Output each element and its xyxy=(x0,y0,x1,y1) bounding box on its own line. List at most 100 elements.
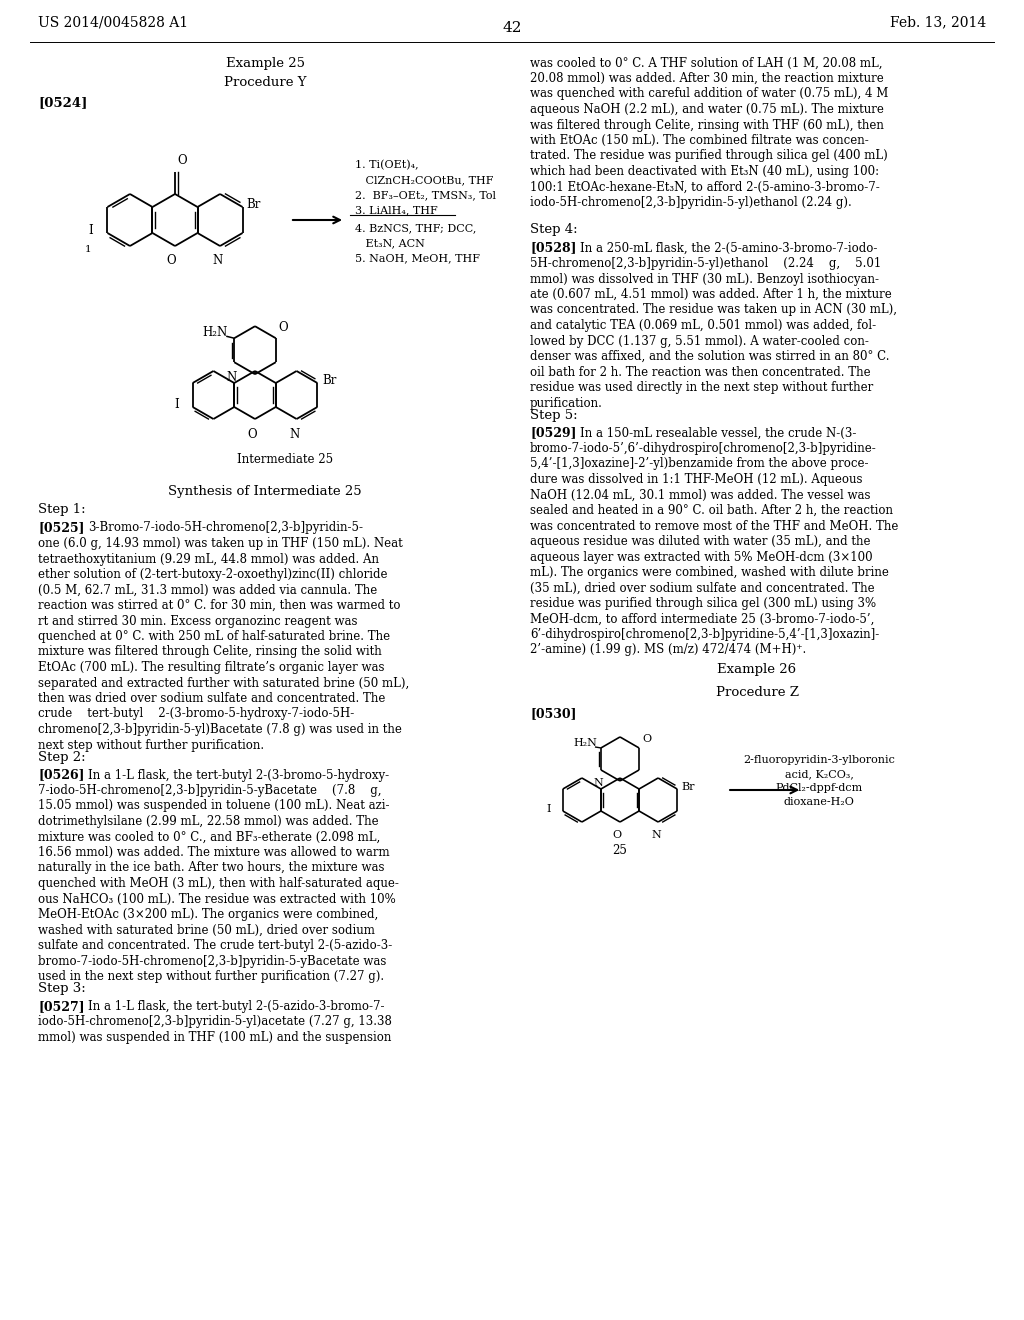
Text: N: N xyxy=(651,830,660,840)
Text: and catalytic TEA (0.069 mL, 0.501 mmol) was added, fol-: and catalytic TEA (0.069 mL, 0.501 mmol)… xyxy=(530,319,877,333)
Text: Et₃N, ACN: Et₃N, ACN xyxy=(355,238,425,248)
Text: 2’-amine) (1.99 g). MS (m/z) 472/474 (M+H)⁺.: 2’-amine) (1.99 g). MS (m/z) 472/474 (M+… xyxy=(530,644,806,656)
Text: MeOH-EtOAc (3×200 mL). The organics were combined,: MeOH-EtOAc (3×200 mL). The organics were… xyxy=(38,908,378,921)
Text: I: I xyxy=(547,804,551,814)
Text: Step 3:: Step 3: xyxy=(38,982,86,995)
Text: MeOH-dcm, to afford intermediate 25 (3-bromo-7-iodo-5’,: MeOH-dcm, to afford intermediate 25 (3-b… xyxy=(530,612,874,626)
Text: Synthesis of Intermediate 25: Synthesis of Intermediate 25 xyxy=(168,484,361,498)
Text: In a 1-L flask, the tert-butyl 2-(3-bromo-5-hydroxy-: In a 1-L flask, the tert-butyl 2-(3-brom… xyxy=(88,768,389,781)
Text: 6’-dihydrospiro[chromeno[2,3-b]pyridine-5,4’-[1,3]oxazin]-: 6’-dihydrospiro[chromeno[2,3-b]pyridine-… xyxy=(530,628,880,642)
Text: N: N xyxy=(226,371,237,384)
Text: next step without further purification.: next step without further purification. xyxy=(38,738,264,751)
Text: [0530]: [0530] xyxy=(530,708,577,721)
Text: quenched at 0° C. with 250 mL of half-saturated brine. The: quenched at 0° C. with 250 mL of half-sa… xyxy=(38,630,390,643)
Text: ether solution of (2-tert-butoxy-2-oxoethyl)zinc(II) chloride: ether solution of (2-tert-butoxy-2-oxoet… xyxy=(38,568,387,581)
Text: separated and extracted further with saturated brine (50 mL),: separated and extracted further with sat… xyxy=(38,676,410,689)
Text: dioxane-H₂O: dioxane-H₂O xyxy=(783,797,855,807)
Text: crude    tert-butyl    2-(3-bromo-5-hydroxy-7-iodo-5H-: crude tert-butyl 2-(3-bromo-5-hydroxy-7-… xyxy=(38,708,354,721)
Text: 3-Bromo-7-iodo-5H-chromeno[2,3-b]pyridin-5-: 3-Bromo-7-iodo-5H-chromeno[2,3-b]pyridin… xyxy=(88,521,362,535)
Text: aqueous NaOH (2.2 mL), and water (0.75 mL). The mixture: aqueous NaOH (2.2 mL), and water (0.75 m… xyxy=(530,103,884,116)
Text: residue was used directly in the next step without further: residue was used directly in the next st… xyxy=(530,381,873,393)
Text: 100:1 EtOAc-hexane-Et₃N, to afford 2-(5-amino-3-bromo-7-: 100:1 EtOAc-hexane-Et₃N, to afford 2-(5-… xyxy=(530,181,880,194)
Text: O: O xyxy=(166,253,176,267)
Text: mixture was filtered through Celite, rinsing the solid with: mixture was filtered through Celite, rin… xyxy=(38,645,382,659)
Text: PdCl₂-dppf-dcm: PdCl₂-dppf-dcm xyxy=(775,783,863,793)
Text: EtOAc (700 mL). The resulting filtrate’s organic layer was: EtOAc (700 mL). The resulting filtrate’s… xyxy=(38,661,384,675)
Text: residue was purified through silica gel (300 mL) using 3%: residue was purified through silica gel … xyxy=(530,597,877,610)
Text: ClZnCH₂COOtBu, THF: ClZnCH₂COOtBu, THF xyxy=(355,176,494,185)
Text: was filtered through Celite, rinsing with THF (60 mL), then: was filtered through Celite, rinsing wit… xyxy=(530,119,884,132)
Text: chromeno[2,3-b]pyridin-5-yl)Bacetate (7.8 g) was used in the: chromeno[2,3-b]pyridin-5-yl)Bacetate (7.… xyxy=(38,723,401,737)
Text: [0528]: [0528] xyxy=(530,242,577,255)
Text: sulfate and concentrated. The crude tert-butyl 2-(5-azido-3-: sulfate and concentrated. The crude tert… xyxy=(38,939,392,952)
Text: 15.05 mmol) was suspended in toluene (100 mL). Neat azi-: 15.05 mmol) was suspended in toluene (10… xyxy=(38,800,389,813)
Text: Br: Br xyxy=(681,781,694,792)
Text: Step 2:: Step 2: xyxy=(38,751,86,763)
Text: Step 4:: Step 4: xyxy=(530,223,578,236)
Text: was quenched with careful addition of water (0.75 mL), 4 M: was quenched with careful addition of wa… xyxy=(530,87,889,100)
Text: mixture was cooled to 0° C., and BF₃-etherate (2.098 mL,: mixture was cooled to 0° C., and BF₃-eth… xyxy=(38,830,380,843)
Text: mmol) was suspended in THF (100 mL) and the suspension: mmol) was suspended in THF (100 mL) and … xyxy=(38,1031,391,1044)
Text: Br: Br xyxy=(323,375,337,388)
Text: (35 mL), dried over sodium sulfate and concentrated. The: (35 mL), dried over sodium sulfate and c… xyxy=(530,582,874,594)
Text: NaOH (12.04 mL, 30.1 mmol) was added. The vessel was: NaOH (12.04 mL, 30.1 mmol) was added. Th… xyxy=(530,488,870,502)
Text: sealed and heated in a 90° C. oil bath. After 2 h, the reaction: sealed and heated in a 90° C. oil bath. … xyxy=(530,504,893,517)
Text: washed with saturated brine (50 mL), dried over sodium: washed with saturated brine (50 mL), dri… xyxy=(38,924,375,936)
Text: Example 26: Example 26 xyxy=(718,664,797,676)
Text: aqueous residue was diluted with water (35 mL), and the: aqueous residue was diluted with water (… xyxy=(530,535,870,548)
Text: rt and stirred 30 min. Excess organozinc reagent was: rt and stirred 30 min. Excess organozinc… xyxy=(38,615,357,627)
Text: Br: Br xyxy=(247,198,261,211)
Text: 5. NaOH, MeOH, THF: 5. NaOH, MeOH, THF xyxy=(355,253,480,263)
Text: 2.  BF₃–OEt₂, TMSN₃, Tol: 2. BF₃–OEt₂, TMSN₃, Tol xyxy=(355,190,496,201)
Text: [0524]: [0524] xyxy=(38,96,87,110)
Text: was concentrated to remove most of the THF and MeOH. The: was concentrated to remove most of the T… xyxy=(530,520,898,532)
Text: trated. The residue was purified through silica gel (400 mL): trated. The residue was purified through… xyxy=(530,149,888,162)
Text: dotrimethylsilane (2.99 mL, 22.58 mmol) was added. The: dotrimethylsilane (2.99 mL, 22.58 mmol) … xyxy=(38,814,379,828)
Text: acid, K₂CO₃,: acid, K₂CO₃, xyxy=(784,770,854,779)
Text: Procedure Y: Procedure Y xyxy=(224,77,306,90)
Text: 25: 25 xyxy=(612,843,628,857)
Text: I: I xyxy=(174,399,178,412)
Text: then was dried over sodium sulfate and concentrated. The: then was dried over sodium sulfate and c… xyxy=(38,692,385,705)
Text: dure was dissolved in 1:1 THF-MeOH (12 mL). Aqueous: dure was dissolved in 1:1 THF-MeOH (12 m… xyxy=(530,473,862,486)
Text: 3. LiAlH₄, THF: 3. LiAlH₄, THF xyxy=(355,205,437,215)
Text: [0527]: [0527] xyxy=(38,1001,85,1012)
Text: quenched with MeOH (3 mL), then with half-saturated aque-: quenched with MeOH (3 mL), then with hal… xyxy=(38,876,399,890)
Text: 16.56 mmol) was added. The mixture was allowed to warm: 16.56 mmol) was added. The mixture was a… xyxy=(38,846,389,859)
Text: purification.: purification. xyxy=(530,396,603,409)
Text: mmol) was dissolved in THF (30 mL). Benzoyl isothiocyan-: mmol) was dissolved in THF (30 mL). Benz… xyxy=(530,272,879,285)
Text: bromo-7-iodo-5’,6’-dihydrospiro[chromeno[2,3-b]pyridine-: bromo-7-iodo-5’,6’-dihydrospiro[chromeno… xyxy=(530,442,877,455)
Text: used in the next step without further purification (7.27 g).: used in the next step without further pu… xyxy=(38,970,384,983)
Text: 5,4’-[1,3]oxazine]-2’-yl)benzamide from the above proce-: 5,4’-[1,3]oxazine]-2’-yl)benzamide from … xyxy=(530,458,868,470)
Text: ate (0.607 mL, 4.51 mmol) was added. After 1 h, the mixture: ate (0.607 mL, 4.51 mmol) was added. Aft… xyxy=(530,288,892,301)
Text: O: O xyxy=(247,428,257,441)
Text: 5H-chromeno[2,3-b]pyridin-5-yl)ethanol    (2.24    g,    5.01: 5H-chromeno[2,3-b]pyridin-5-yl)ethanol (… xyxy=(530,257,882,271)
Text: lowed by DCC (1.137 g, 5.51 mmol). A water-cooled con-: lowed by DCC (1.137 g, 5.51 mmol). A wat… xyxy=(530,334,869,347)
Text: H₂N: H₂N xyxy=(573,738,597,748)
Text: O: O xyxy=(279,321,289,334)
Text: 1. Ti(OEt)₄,: 1. Ti(OEt)₄, xyxy=(355,160,419,170)
Text: US 2014/0045828 A1: US 2014/0045828 A1 xyxy=(38,15,188,29)
Text: 1: 1 xyxy=(85,246,91,253)
Text: Feb. 13, 2014: Feb. 13, 2014 xyxy=(890,15,986,29)
Text: reaction was stirred at 0° C. for 30 min, then was warmed to: reaction was stirred at 0° C. for 30 min… xyxy=(38,599,400,612)
Text: aqueous layer was extracted with 5% MeOH-dcm (3×100: aqueous layer was extracted with 5% MeOH… xyxy=(530,550,872,564)
Text: tetraethoxytitanium (9.29 mL, 44.8 mmol) was added. An: tetraethoxytitanium (9.29 mL, 44.8 mmol)… xyxy=(38,553,379,565)
Text: Step 1:: Step 1: xyxy=(38,503,86,516)
Text: In a 1-L flask, the tert-butyl 2-(5-azido-3-bromo-7-: In a 1-L flask, the tert-butyl 2-(5-azid… xyxy=(88,1001,384,1012)
Text: O: O xyxy=(642,734,651,744)
Text: In a 150-mL resealable vessel, the crude N-(3-: In a 150-mL resealable vessel, the crude… xyxy=(580,426,856,440)
Text: ous NaHCO₃ (100 mL). The residue was extracted with 10%: ous NaHCO₃ (100 mL). The residue was ext… xyxy=(38,892,395,906)
Text: N: N xyxy=(290,428,300,441)
Text: was concentrated. The residue was taken up in ACN (30 mL),: was concentrated. The residue was taken … xyxy=(530,304,897,317)
Text: 2-fluoropyridin-3-ylboronic: 2-fluoropyridin-3-ylboronic xyxy=(743,755,895,766)
Text: [0525]: [0525] xyxy=(38,521,85,535)
Text: N: N xyxy=(593,777,603,788)
Text: H₂N: H₂N xyxy=(202,326,227,339)
Text: denser was affixed, and the solution was stirred in an 80° C.: denser was affixed, and the solution was… xyxy=(530,350,890,363)
Text: (0.5 M, 62.7 mL, 31.3 mmol) was added via cannula. The: (0.5 M, 62.7 mL, 31.3 mmol) was added vi… xyxy=(38,583,377,597)
Text: one (6.0 g, 14.93 mmol) was taken up in THF (150 mL). Neat: one (6.0 g, 14.93 mmol) was taken up in … xyxy=(38,537,402,550)
Text: with EtOAc (150 mL). The combined filtrate was concen-: with EtOAc (150 mL). The combined filtra… xyxy=(530,135,868,147)
Text: which had been deactivated with Et₃N (40 mL), using 100:: which had been deactivated with Et₃N (40… xyxy=(530,165,880,178)
Text: Procedure Z: Procedure Z xyxy=(716,685,799,698)
